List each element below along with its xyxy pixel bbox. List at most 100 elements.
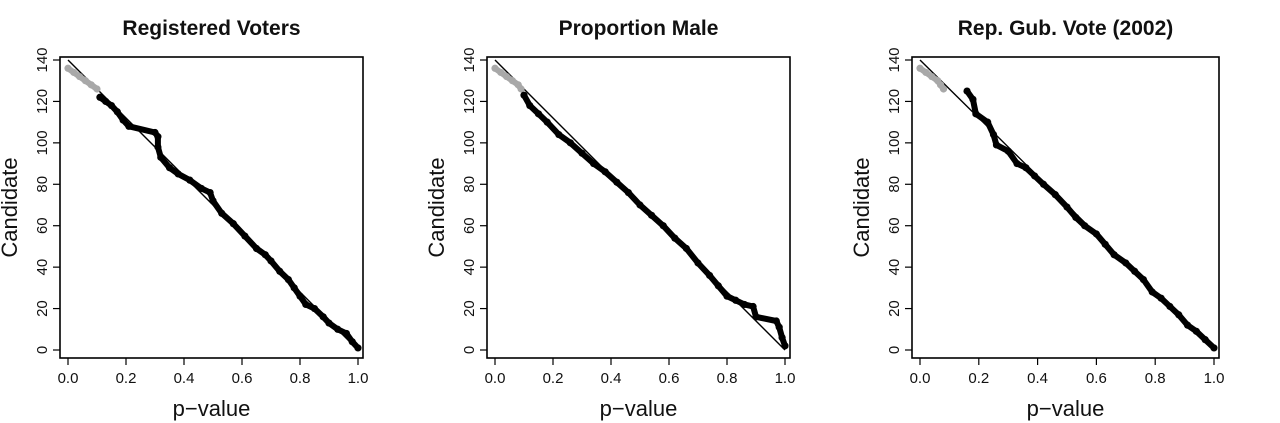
y-tick-label: 140 [461,47,478,72]
data-point [284,275,292,284]
x-axis-label: p−value [600,396,678,421]
x-tick-label: 0.8 [290,370,311,387]
muted-data-point [64,64,72,72]
data-point [590,159,598,168]
data-point [209,197,217,205]
muted-data-point [517,85,525,93]
y-tick-label: 20 [886,300,903,317]
plot-frame [59,56,364,359]
muted-data-point [93,85,101,93]
data-point [1022,164,1030,172]
chart-panel-registered-voters: Registered Voters 0.0 0.2 0.4 0.6 0.8 1.0 0 20 40… [0,17,368,421]
data-point [778,333,786,342]
data-point [354,344,362,352]
x-tick-label: 0.4 [601,370,622,387]
data-point [1101,240,1109,248]
data-point [520,91,528,99]
muted-data-point [928,72,936,81]
x-tick-label: 1.0 [775,370,796,387]
data-point [334,325,342,333]
data-point [1210,344,1218,352]
y-tick-label: 20 [34,300,51,317]
data-point [624,188,633,197]
y-tick-label: 120 [886,89,903,114]
x-tick-label: 0.2 [968,370,989,387]
muted-data-point [939,85,948,93]
chart-title: Proportion Male [559,17,719,40]
y-tick-label: 60 [461,217,478,234]
data-point [1039,180,1048,188]
y-tick-label: 140 [34,47,51,72]
muted-data-point [76,72,84,81]
x-tick-label: 0.6 [232,370,253,387]
data-point [613,178,621,186]
data-point [325,319,333,327]
x-axis-label: p−value [173,396,251,421]
y-tick-label: 120 [34,89,51,114]
data-point [526,101,534,110]
highlighted-series-trace [964,88,1217,351]
y-tick-label: 40 [461,259,478,276]
data-point [296,292,304,300]
data-point [348,338,356,346]
data-point [781,342,789,350]
data-point [218,209,226,217]
data-point [694,259,702,267]
muted-data-point [87,81,95,89]
x-tick-label: 0.0 [485,370,506,387]
data-point [342,329,350,338]
data-point [102,97,110,106]
data-point [1131,267,1139,275]
data-point [989,130,998,139]
data-point [290,284,298,292]
x-tick-label: 0.6 [659,370,680,387]
data-point [1201,336,1209,344]
data-point [601,168,609,176]
data-point [1183,321,1192,329]
y-axis-label: Candidate [849,157,874,257]
data-point [113,108,121,116]
data-point [972,110,980,118]
data-point [1175,311,1183,319]
data-point [963,87,971,95]
data-point [1092,230,1100,238]
x-tick-label: 0.2 [116,370,137,387]
data-point [671,234,679,242]
data-point [543,118,551,126]
data-point [154,143,162,151]
data-point [1072,213,1080,222]
data-point [125,122,133,130]
x-tick-label: 0.0 [58,370,79,387]
x-axis-label: p−value [1027,396,1105,421]
y-tick-label: 40 [34,259,51,276]
data-point [261,251,269,259]
data-point [1192,327,1200,335]
data-point [749,302,757,311]
y-tick-label: 40 [886,259,903,276]
y-tick-label: 0 [34,346,51,354]
data-point [319,313,327,321]
y-tick-label: 140 [886,47,903,72]
y-tick-label: 20 [461,300,478,317]
x-tick-label: 0.2 [543,370,564,387]
data-point [732,296,740,304]
data-point [229,220,237,228]
data-point [1081,222,1089,230]
y-tick-label: 60 [886,217,903,234]
data-point [682,244,691,253]
x-tick-label: 0.4 [174,370,195,387]
data-point [984,118,992,126]
data-point [267,257,275,265]
x-tick-label: 1.0 [1204,370,1225,387]
highlighted-series-trace [96,94,361,351]
data-point [165,164,174,172]
data-point [1139,275,1148,284]
data-point [1148,288,1156,296]
muted-data-point [508,77,516,85]
data-point [566,139,575,147]
y-tick-label: 120 [461,89,478,114]
y-axis-label: Candidate [424,157,449,257]
data-point [276,267,284,275]
chart-panel-proportion-male: Proportion Male 0.0 0.2 0.4 0.6 0.8 1.0 0 20 40 60… [424,17,795,421]
